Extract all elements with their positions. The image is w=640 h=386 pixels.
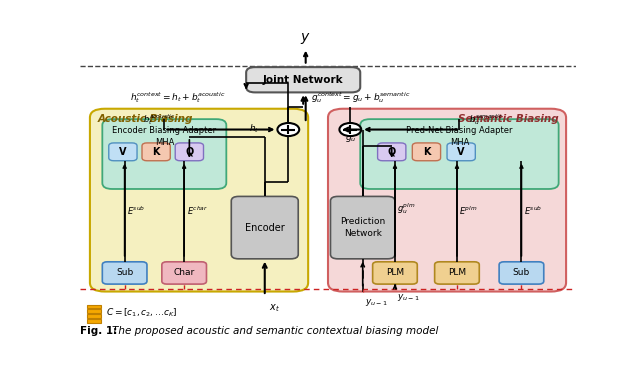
Text: $E^{plm}$: $E^{plm}$	[460, 205, 478, 217]
FancyBboxPatch shape	[499, 262, 544, 284]
Text: $E^{sub}$: $E^{sub}$	[127, 205, 145, 217]
Circle shape	[277, 123, 300, 136]
Text: Encoder: Encoder	[245, 223, 285, 233]
FancyBboxPatch shape	[175, 143, 204, 161]
FancyBboxPatch shape	[328, 109, 566, 291]
Circle shape	[339, 123, 361, 136]
FancyBboxPatch shape	[231, 196, 298, 259]
Text: V: V	[458, 147, 465, 157]
Text: Sub: Sub	[116, 268, 133, 278]
Text: $h_t$: $h_t$	[250, 123, 260, 135]
Text: $h_t^{context} = h_t + b_t^{acoustic}$: $h_t^{context} = h_t + b_t^{acoustic}$	[129, 90, 225, 105]
Text: Pred-Net Biasing Adapter: Pred-Net Biasing Adapter	[406, 126, 513, 135]
Text: Sub: Sub	[513, 268, 530, 278]
Text: PLM: PLM	[448, 268, 466, 278]
Text: $b_u^{semantic}$: $b_u^{semantic}$	[469, 112, 504, 127]
Text: V: V	[119, 147, 127, 157]
FancyBboxPatch shape	[102, 119, 227, 189]
Bar	[88, 305, 101, 308]
Text: Q: Q	[185, 147, 193, 157]
FancyBboxPatch shape	[360, 119, 559, 189]
Text: K: K	[152, 147, 160, 157]
Text: Prediction
Network: Prediction Network	[340, 217, 385, 238]
Text: $y$: $y$	[300, 31, 311, 46]
FancyBboxPatch shape	[246, 67, 360, 92]
Text: Joint Network: Joint Network	[263, 75, 344, 85]
Text: $E^{char}$: $E^{char}$	[187, 205, 208, 217]
Text: $g_u$: $g_u$	[346, 132, 356, 144]
FancyBboxPatch shape	[90, 109, 308, 291]
FancyBboxPatch shape	[102, 262, 147, 284]
Text: $E^{sub}$: $E^{sub}$	[524, 205, 542, 217]
FancyBboxPatch shape	[372, 262, 417, 284]
Text: Q: Q	[388, 147, 396, 157]
Text: $y_{u-1}$: $y_{u-1}$	[397, 291, 420, 303]
Text: MHA: MHA	[155, 139, 174, 147]
Text: $g_u^{context} = g_u + b_u^{semantic}$: $g_u^{context} = g_u + b_u^{semantic}$	[310, 90, 410, 105]
Bar	[88, 314, 101, 318]
Text: $y_{u-1}$: $y_{u-1}$	[365, 298, 388, 308]
FancyBboxPatch shape	[447, 143, 476, 161]
Text: Semantic Biasing: Semantic Biasing	[458, 114, 559, 124]
Text: $x_t$: $x_t$	[269, 302, 280, 314]
Text: Char: Char	[173, 268, 195, 278]
FancyBboxPatch shape	[330, 196, 395, 259]
FancyBboxPatch shape	[435, 262, 479, 284]
FancyBboxPatch shape	[109, 143, 137, 161]
FancyBboxPatch shape	[412, 143, 440, 161]
Text: Acoustic Biasing: Acoustic Biasing	[97, 114, 193, 124]
Text: MHA: MHA	[450, 139, 469, 147]
FancyBboxPatch shape	[378, 143, 406, 161]
Text: PLM: PLM	[386, 268, 404, 278]
Text: $g_u^{plm}$: $g_u^{plm}$	[397, 201, 416, 216]
Bar	[88, 309, 101, 313]
Text: K: K	[422, 147, 430, 157]
Text: $b_t^{acoustic}$: $b_t^{acoustic}$	[143, 112, 175, 127]
FancyBboxPatch shape	[142, 143, 170, 161]
Text: The proposed acoustic and semantic contextual biasing model: The proposed acoustic and semantic conte…	[112, 326, 438, 336]
Bar	[88, 319, 101, 323]
Text: Encoder Biasing Adapter: Encoder Biasing Adapter	[112, 126, 216, 135]
Text: $C = [c_1, c_2, \ldots c_K]$: $C = [c_1, c_2, \ldots c_K]$	[106, 307, 178, 320]
Text: Fig. 1:: Fig. 1:	[80, 326, 121, 336]
FancyBboxPatch shape	[162, 262, 207, 284]
